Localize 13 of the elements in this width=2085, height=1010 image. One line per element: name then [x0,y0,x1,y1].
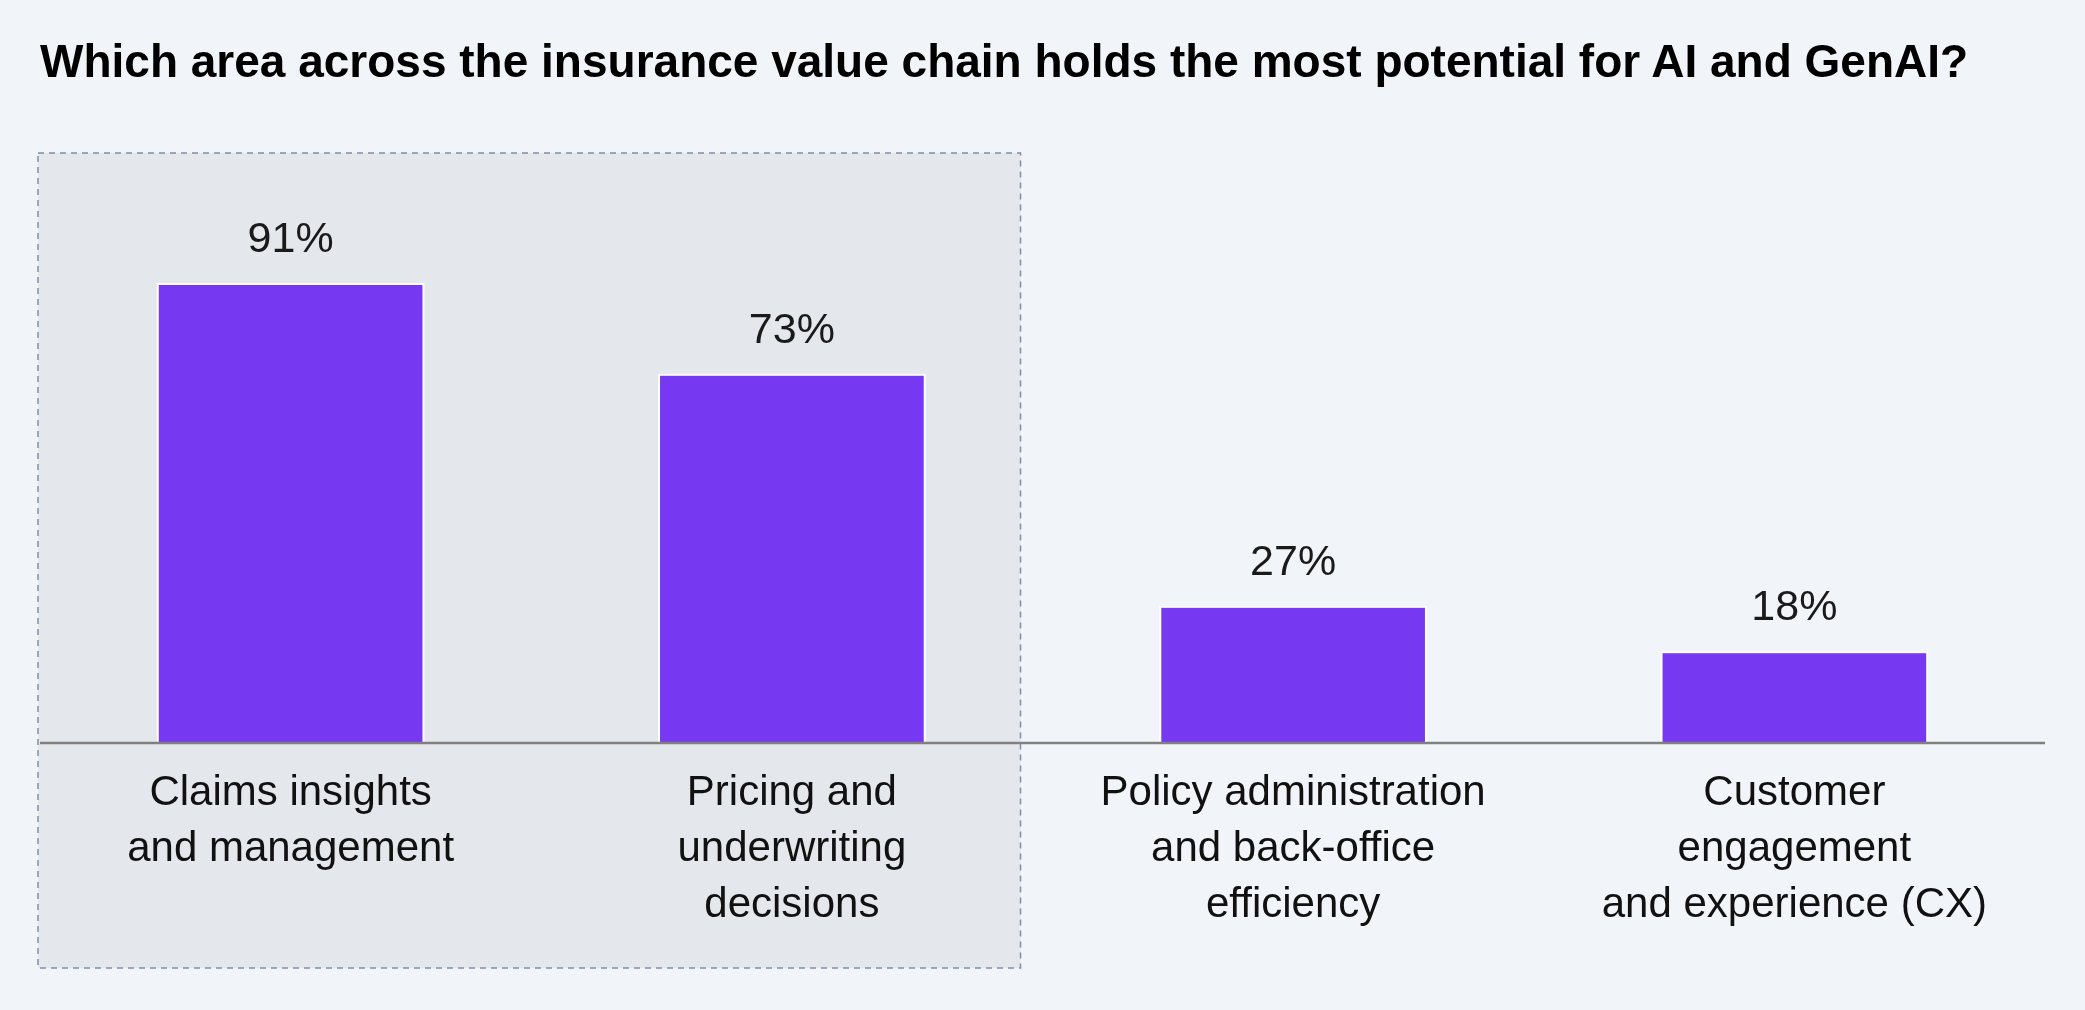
data-label: 27% [1250,535,1337,584]
bar [1159,605,1427,744]
bar [1660,651,1929,744]
x-tick-label: Claims insights and management [127,767,455,870]
bar [658,373,926,744]
x-tick-label: Policy administration and back-office efficiency [1100,767,1486,926]
bar [156,283,425,744]
data-label: 73% [748,303,835,352]
data-label: 91% [247,213,334,261]
x-tick-label: Customer engagement and experience (CX) [1601,767,1987,926]
data-label: 18% [1751,581,1838,630]
x-tick-label: Pricing and underwriting decisions [677,767,907,926]
chart-title: Which area across the insurance value chain holds the most potential for AI and GenAI? [40,35,1969,87]
